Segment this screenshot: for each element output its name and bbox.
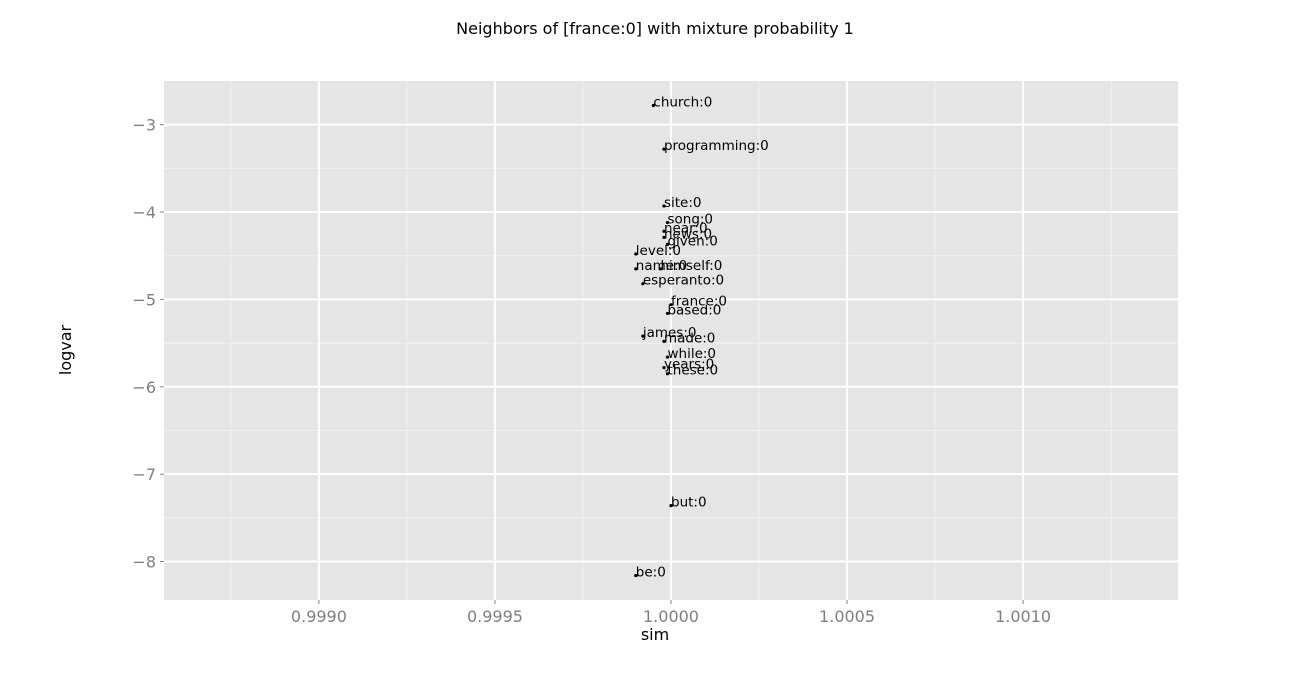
y-axis-ticks: −8 −7 −6 −5 −4 −3	[132, 116, 164, 572]
point-label: given:0	[667, 233, 717, 249]
point-label: while:0	[667, 346, 716, 362]
data-point	[662, 365, 666, 370]
y-tick-label: −6	[132, 378, 156, 397]
y-tick-label: −5	[132, 290, 156, 309]
x-tick-label: 1.0010	[995, 607, 1051, 626]
point-label: near:0	[664, 220, 708, 236]
data-point	[665, 311, 670, 316]
data-point	[634, 267, 638, 271]
x-axis-title: sim	[641, 625, 669, 644]
point-label: years:0	[664, 357, 714, 373]
x-tick-label: 1.0005	[819, 607, 875, 626]
data-point	[658, 267, 663, 271]
point-label: these:0	[667, 363, 718, 379]
point-label: news:0	[664, 226, 712, 242]
point-label: himself:0	[660, 258, 722, 274]
data-point	[641, 282, 645, 286]
data-point	[651, 103, 655, 108]
chart-title: Neighbors of [france:0] with mixture pro…	[456, 19, 854, 38]
y-tick-label: −8	[132, 553, 156, 572]
point-label: name:0	[636, 258, 687, 274]
y-tick-label: −7	[132, 465, 156, 484]
point-label: be:0	[636, 565, 666, 581]
point-label: esperanto:0	[643, 273, 724, 289]
data-point	[669, 303, 673, 307]
data-point	[665, 220, 670, 225]
point-label: but:0	[671, 495, 707, 511]
data-points: church:0programming:0site:0song:0near:0n…	[634, 94, 769, 581]
data-point	[662, 229, 666, 233]
major-gridlines	[164, 81, 1178, 600]
data-point	[634, 252, 638, 256]
point-label: programming:0	[664, 138, 769, 154]
x-tick-label: 1.0000	[643, 607, 699, 626]
point-label: site:0	[664, 195, 702, 211]
data-point	[634, 573, 638, 578]
point-label: france:0	[671, 294, 727, 310]
point-label: james:0	[642, 325, 697, 341]
data-point	[665, 242, 670, 246]
data-point	[662, 339, 666, 343]
point-label: made:0	[664, 330, 715, 346]
data-point	[662, 147, 666, 151]
data-point	[665, 372, 670, 376]
y-axis-title: logvar	[56, 324, 75, 375]
data-point	[669, 504, 673, 508]
y-tick-label: −3	[132, 116, 156, 135]
point-label: church:0	[653, 94, 712, 110]
y-tick-label: −4	[132, 203, 156, 222]
x-axis-ticks: 0.9990 0.9995 1.0000 1.0005 1.0010	[291, 600, 1051, 626]
data-point	[641, 334, 645, 338]
x-tick-label: 0.9995	[467, 607, 523, 626]
x-tick-label: 0.9990	[291, 607, 347, 626]
data-point	[662, 204, 666, 208]
point-label: song:0	[667, 212, 713, 228]
data-point	[665, 355, 670, 359]
data-point	[662, 235, 666, 239]
point-label: based:0	[667, 302, 721, 318]
point-label: level:0	[636, 243, 681, 259]
